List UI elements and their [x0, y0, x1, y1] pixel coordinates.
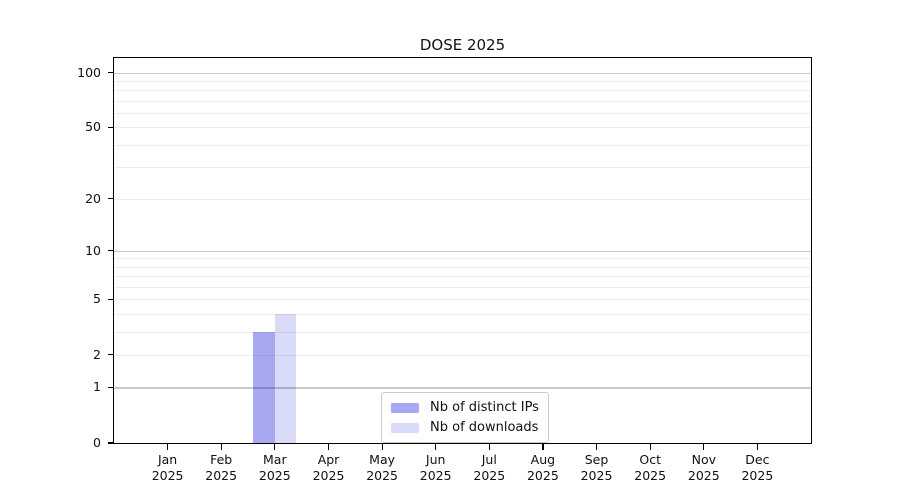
y-tick [107, 198, 113, 200]
y-tick-label: 0 [93, 435, 101, 450]
y-tick [107, 442, 113, 444]
y-tick [107, 298, 113, 300]
y-tick [107, 249, 113, 252]
x-tick [167, 444, 169, 450]
y-gridline-minor [114, 354, 811, 356]
x-tick-label-month: Jan [157, 452, 178, 467]
x-tick [327, 444, 330, 450]
y-gridline-major [114, 72, 811, 74]
x-tick [649, 444, 651, 450]
x-tick-label: May 2025 [358, 452, 406, 483]
y-gridline-minor [114, 144, 811, 146]
y-gridline-minor [114, 80, 811, 82]
x-tick [488, 444, 490, 450]
x-tick-label: Jul 2025 [465, 452, 513, 483]
x-tick-label-year: 2025 [258, 467, 291, 483]
x-tick-label: Apr 2025 [305, 452, 353, 483]
plot-area [113, 57, 812, 444]
y-gridline-minor [114, 100, 811, 102]
x-tick-label-year: 2025 [312, 467, 345, 483]
legend-label-downloads: Nb of downloads [430, 420, 539, 435]
x-tick-label: Jan 2025 [144, 452, 192, 483]
x-tick-label-year: 2025 [687, 467, 720, 483]
y-tick-label: 5 [93, 291, 101, 307]
x-tick [381, 444, 383, 450]
x-tick-label-year: 2025 [151, 467, 184, 483]
x-tick-label-year: 2025 [419, 467, 452, 483]
y-tick [107, 71, 113, 74]
y-tick [107, 354, 113, 356]
y-tick [107, 386, 113, 389]
x-tick-label: Sep 2025 [573, 452, 621, 483]
y-gridline-minor [114, 113, 811, 114]
x-tick-label: Jun 2025 [412, 452, 460, 483]
x-tick [274, 444, 276, 450]
y-gridline-minor [114, 299, 811, 301]
bar-distinct-ips-mar [253, 331, 275, 443]
legend-swatch-downloads [391, 422, 419, 433]
y-gridline-minor [114, 313, 811, 315]
y-gridline-minor [114, 286, 811, 288]
y-tick-label: 10 [85, 242, 101, 258]
x-tick-label-month: Oct [639, 452, 661, 467]
x-tick-label: Mar 2025 [251, 452, 299, 483]
x-tick-label-month: Aug [530, 452, 556, 467]
y-gridline-major [114, 387, 811, 389]
x-tick-label-month: Mar [263, 452, 287, 467]
bar-downloads-mar [274, 313, 297, 443]
legend-swatch-distinct-ips [391, 402, 419, 413]
x-tick [542, 444, 544, 450]
chart-title: DOSE 2025 [419, 36, 506, 54]
x-tick-label-month: Jul [481, 452, 497, 467]
x-tick-label-year: 2025 [741, 467, 774, 483]
y-tick [107, 126, 113, 129]
y-tick-label: 50 [85, 119, 101, 135]
x-tick [595, 444, 598, 450]
x-tick-label-year: 2025 [473, 467, 506, 483]
x-tick [435, 444, 437, 450]
x-tick-label-month: Sep [584, 452, 609, 467]
x-tick-label: Aug 2025 [519, 452, 567, 483]
x-tick-label-month: May [369, 452, 396, 467]
y-gridline-minor [114, 198, 811, 200]
x-tick-label: Oct 2025 [626, 452, 674, 483]
legend-item-downloads: Nb of downloads [391, 419, 539, 436]
y-gridline-minor [114, 276, 811, 278]
y-tick-label: 20 [85, 190, 101, 206]
x-tick-label-month: Dec [745, 452, 770, 467]
y-tick-label: 1 [93, 379, 101, 395]
y-gridline-minor [114, 167, 811, 169]
x-tick-label-year: 2025 [580, 467, 613, 483]
legend: Nb of distinct IPs Nb of downloads [381, 392, 549, 443]
x-tick-label-year: 2025 [205, 467, 238, 483]
x-tick-label: Nov 2025 [680, 452, 728, 483]
legend-item-distinct-ips: Nb of distinct IPs [391, 399, 539, 416]
legend-label-distinct-ips: Nb of distinct IPs [430, 400, 539, 415]
x-tick-label-month: Apr [317, 452, 340, 467]
x-tick-label-month: Nov [691, 452, 716, 467]
y-gridline-minor [114, 331, 811, 333]
y-gridline-minor [114, 258, 811, 260]
x-tick-label-year: 2025 [366, 467, 398, 483]
y-gridline-minor [114, 266, 811, 268]
y-gridline-minor [114, 127, 811, 129]
x-tick-label-month: Feb [210, 452, 233, 467]
x-tick-label-year: 2025 [634, 467, 667, 483]
y-gridline-minor [114, 90, 811, 92]
x-tick-label: Dec 2025 [733, 452, 781, 483]
x-tick [703, 444, 705, 450]
x-tick-label: Feb 2025 [197, 452, 245, 483]
x-tick [756, 444, 759, 450]
y-gridline-major [114, 250, 811, 252]
x-tick-label-year: 2025 [526, 467, 559, 483]
x-tick-label-month: Jun [425, 452, 446, 467]
y-tick-label: 100 [77, 64, 101, 80]
y-tick-label: 2 [93, 346, 101, 362]
x-tick [220, 444, 222, 450]
